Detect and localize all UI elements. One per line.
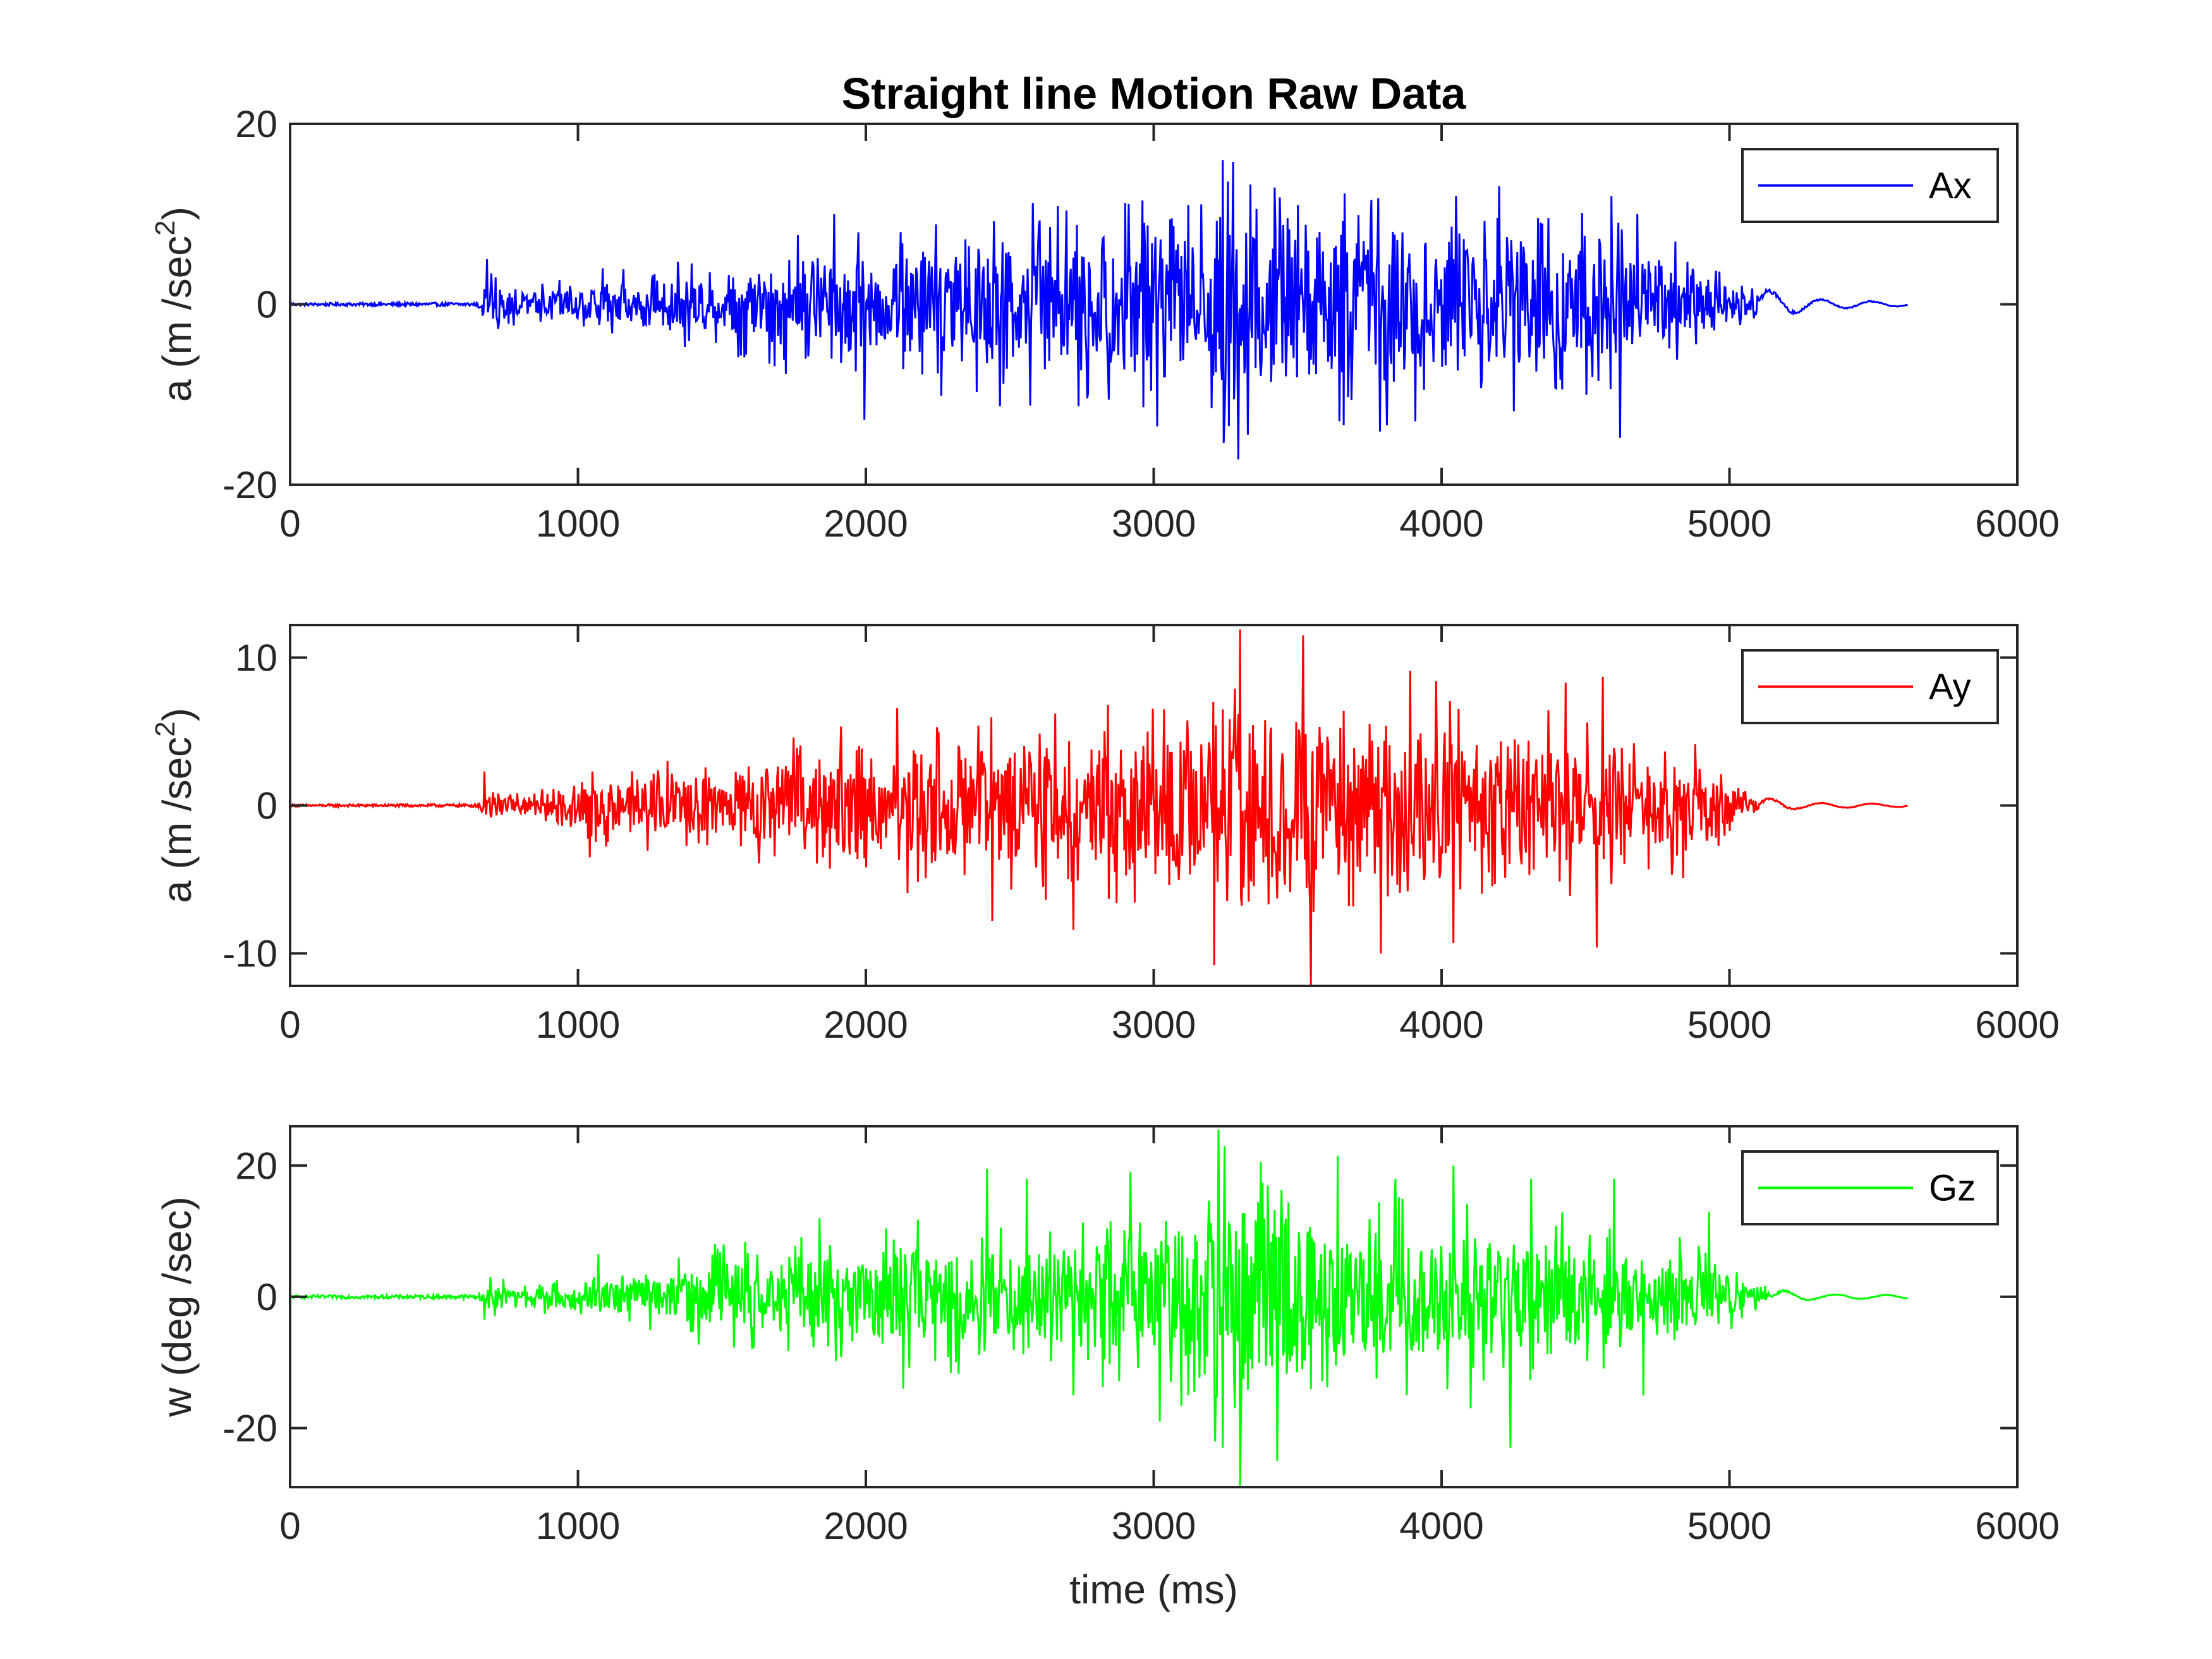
y-axis-label-main: w (deg /sec) — [154, 1196, 200, 1418]
y-tick-label: 10 — [235, 636, 277, 679]
x-tick-label: 4000 — [1399, 502, 1483, 545]
panel-ax: Straight line Motion Raw Data 0 1000 2000 3… — [150, 69, 2060, 545]
legend: Ax — [1741, 148, 1999, 223]
x-axis-label: time (ms) — [1069, 1567, 1238, 1612]
y-axis-label: a (m /sec2) — [150, 708, 200, 903]
y-axis-label: w (deg /sec) — [154, 1196, 200, 1418]
y-axis-label-suffix: ) — [154, 708, 200, 721]
x-tick-label: 3000 — [1112, 1505, 1196, 1547]
y-tick-label: -20 — [222, 1407, 277, 1450]
x-tick-label: 2000 — [823, 1505, 908, 1547]
y-axis-label-superscript: 2 — [150, 220, 181, 235]
x-tick-label: 0 — [279, 502, 300, 545]
x-tick-label: 5000 — [1687, 502, 1771, 545]
x-tick-label: 5000 — [1687, 1505, 1771, 1547]
y-tick-label: -10 — [222, 933, 277, 975]
y-tick-label: 0 — [257, 284, 277, 326]
legend-label: Ay — [1929, 667, 1971, 708]
y-tick-label: 0 — [257, 785, 277, 827]
y-tick-label: 20 — [235, 1145, 277, 1187]
y-axis-label-superscript: 2 — [150, 721, 181, 736]
x-tick-label: 3000 — [1112, 502, 1196, 545]
x-tick-label: 0 — [279, 1004, 300, 1046]
y-axis-label-suffix: ) — [154, 207, 200, 220]
legend: Ay — [1741, 649, 1999, 724]
x-tick-label: 6000 — [1975, 502, 2059, 545]
x-tick-label: 2000 — [823, 1004, 908, 1046]
x-tick-label: 1000 — [536, 1004, 620, 1046]
y-axis-label-main: a (m /sec — [154, 737, 200, 903]
x-tick-label: 6000 — [1975, 1505, 2059, 1547]
x-tick-label: 6000 — [1975, 1004, 2059, 1046]
series-line-ay — [290, 629, 1908, 986]
x-tick-label: 2000 — [823, 502, 908, 545]
x-tick-label: 3000 — [1112, 1004, 1196, 1046]
x-tick-label: 0 — [279, 1505, 300, 1547]
legend-label: Gz — [1929, 1168, 1976, 1209]
legend: Gz — [1741, 1150, 1999, 1225]
chart-title: Straight line Motion Raw Data — [842, 69, 1467, 118]
x-tick-label: 5000 — [1687, 1004, 1771, 1046]
y-axis-label: a (m /sec2) — [150, 207, 200, 402]
y-axis-label-main: a (m /sec — [154, 236, 200, 402]
panel-gz: time (ms) 0 1000 2000 3000 4000 5000 6000 -20 0 2… — [154, 1125, 2060, 1612]
legend-label: Ax — [1929, 166, 1972, 207]
x-tick-label: 1000 — [536, 502, 620, 545]
x-tick-label: 4000 — [1399, 1004, 1483, 1046]
y-tick-label: -20 — [222, 464, 277, 506]
x-tick-label: 1000 — [536, 1505, 620, 1547]
series-line-gz — [290, 1129, 1908, 1487]
x-tick-label: 4000 — [1399, 1505, 1483, 1547]
y-tick-label: 0 — [257, 1276, 277, 1318]
y-tick-label: 20 — [235, 103, 277, 145]
series-line-ax — [290, 160, 1909, 460]
